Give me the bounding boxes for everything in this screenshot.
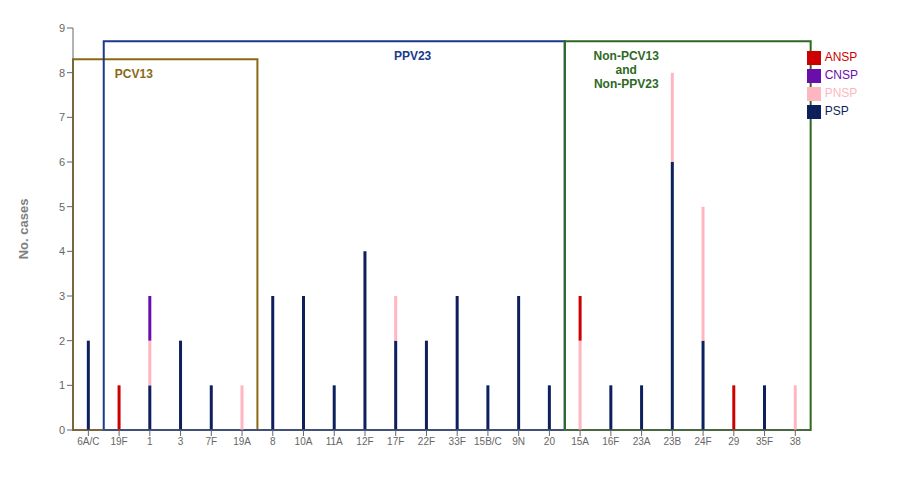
svg-text:6: 6 [59,156,65,168]
svg-text:PPV23: PPV23 [394,49,432,63]
svg-text:35F: 35F [756,436,773,447]
svg-text:1: 1 [59,379,65,391]
svg-text:8: 8 [59,67,65,79]
svg-text:9N: 9N [512,436,525,447]
svg-text:2: 2 [59,335,65,347]
svg-text:6A/C: 6A/C [77,436,99,447]
svg-text:8: 8 [270,436,276,447]
svg-text:38: 38 [790,436,802,447]
svg-text:17F: 17F [387,436,404,447]
svg-text:19F: 19F [110,436,127,447]
html-text:CNSP: CNSP [824,68,858,83]
svg-text:7: 7 [59,111,65,123]
svg-text:4: 4 [59,245,65,257]
svg-text:No. cases: No. cases [16,199,31,260]
svg-text:0: 0 [59,424,65,436]
svg-text:23A: 23A [633,436,651,447]
svg-text:19A: 19A [233,436,251,447]
svg-text:11A: 11A [326,436,343,447]
svg-text:16F: 16F [602,436,619,447]
svg-text:33F: 33F [449,436,466,447]
svg-text:22F: 22F [418,436,435,447]
svg-text:29: 29 [728,436,740,447]
svg-text:23B: 23B [663,436,681,447]
html-text:PSP: PSP [824,104,849,119]
svg-text:20: 20 [544,436,556,447]
svg-text:15A: 15A [571,436,589,447]
svg-text:10A: 10A [295,436,313,447]
svg-text:12F: 12F [356,436,373,447]
svg-text:7F: 7F [205,436,217,447]
html-text:ANSP: ANSP [824,50,858,65]
svg-text:Non-PCV13andNon-PPV23: Non-PCV13andNon-PPV23 [594,49,660,91]
svg-text:9: 9 [59,22,65,34]
svg-text:3: 3 [59,290,65,302]
svg-text:PCV13: PCV13 [115,67,153,81]
svg-text:1: 1 [147,436,153,447]
svg-text:24F: 24F [694,436,711,447]
svg-text:15B/C: 15B/C [474,436,502,447]
svg-text:5: 5 [59,201,65,213]
html-text:PNSP: PNSP [824,86,858,101]
svg-text:3: 3 [178,436,184,447]
